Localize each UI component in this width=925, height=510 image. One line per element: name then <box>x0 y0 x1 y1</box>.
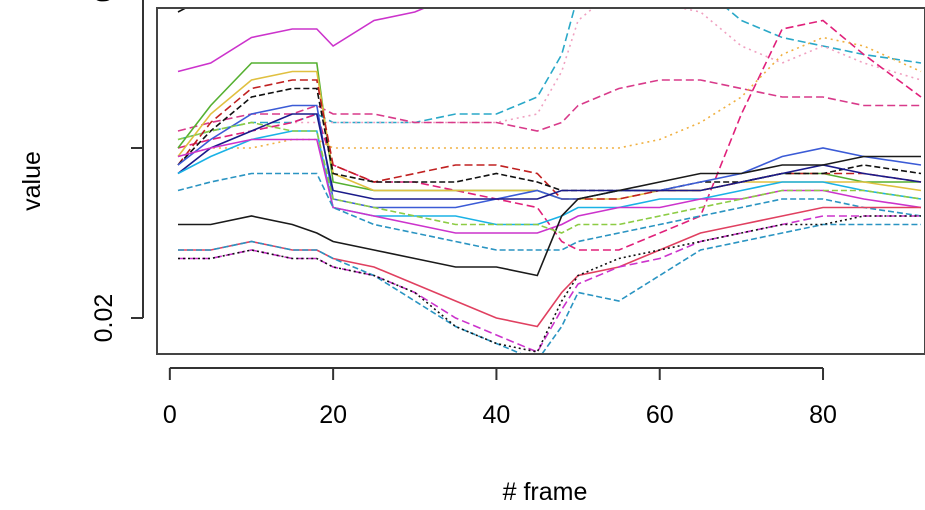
y-axis-title: value <box>18 151 46 211</box>
series-line-16 <box>177 104 922 209</box>
plot-frame <box>156 7 925 355</box>
series-line-9 <box>177 19 922 251</box>
series-line-17 <box>177 113 922 200</box>
series-line-10 <box>177 79 921 132</box>
series-line-24 <box>178 223 921 354</box>
x-tick-label: 0 <box>163 401 177 429</box>
series-line-22 <box>178 206 921 328</box>
x-tick-label: 40 <box>483 401 511 429</box>
series-line-20 <box>177 172 922 251</box>
x-tick-label: 20 <box>319 401 347 429</box>
series-line-23 <box>178 215 921 354</box>
series-layer <box>177 8 922 354</box>
x-axis: 0 20 40 60 80 <box>163 367 837 429</box>
series-line-19 <box>177 138 922 234</box>
y-tick-label: 0.02 <box>90 294 118 343</box>
series-line-11 <box>177 36 922 158</box>
x-tick-label: 60 <box>646 401 674 429</box>
series-line-5 <box>177 8 427 73</box>
x-axis-title: # frame <box>503 478 588 506</box>
series-line-21 <box>178 155 921 277</box>
y-axis: 0.02 0.06 <box>90 0 144 343</box>
x-tick-label: 80 <box>809 401 837 429</box>
series-line-26 <box>177 121 922 234</box>
y-tick-label: 0.06 <box>90 0 118 2</box>
